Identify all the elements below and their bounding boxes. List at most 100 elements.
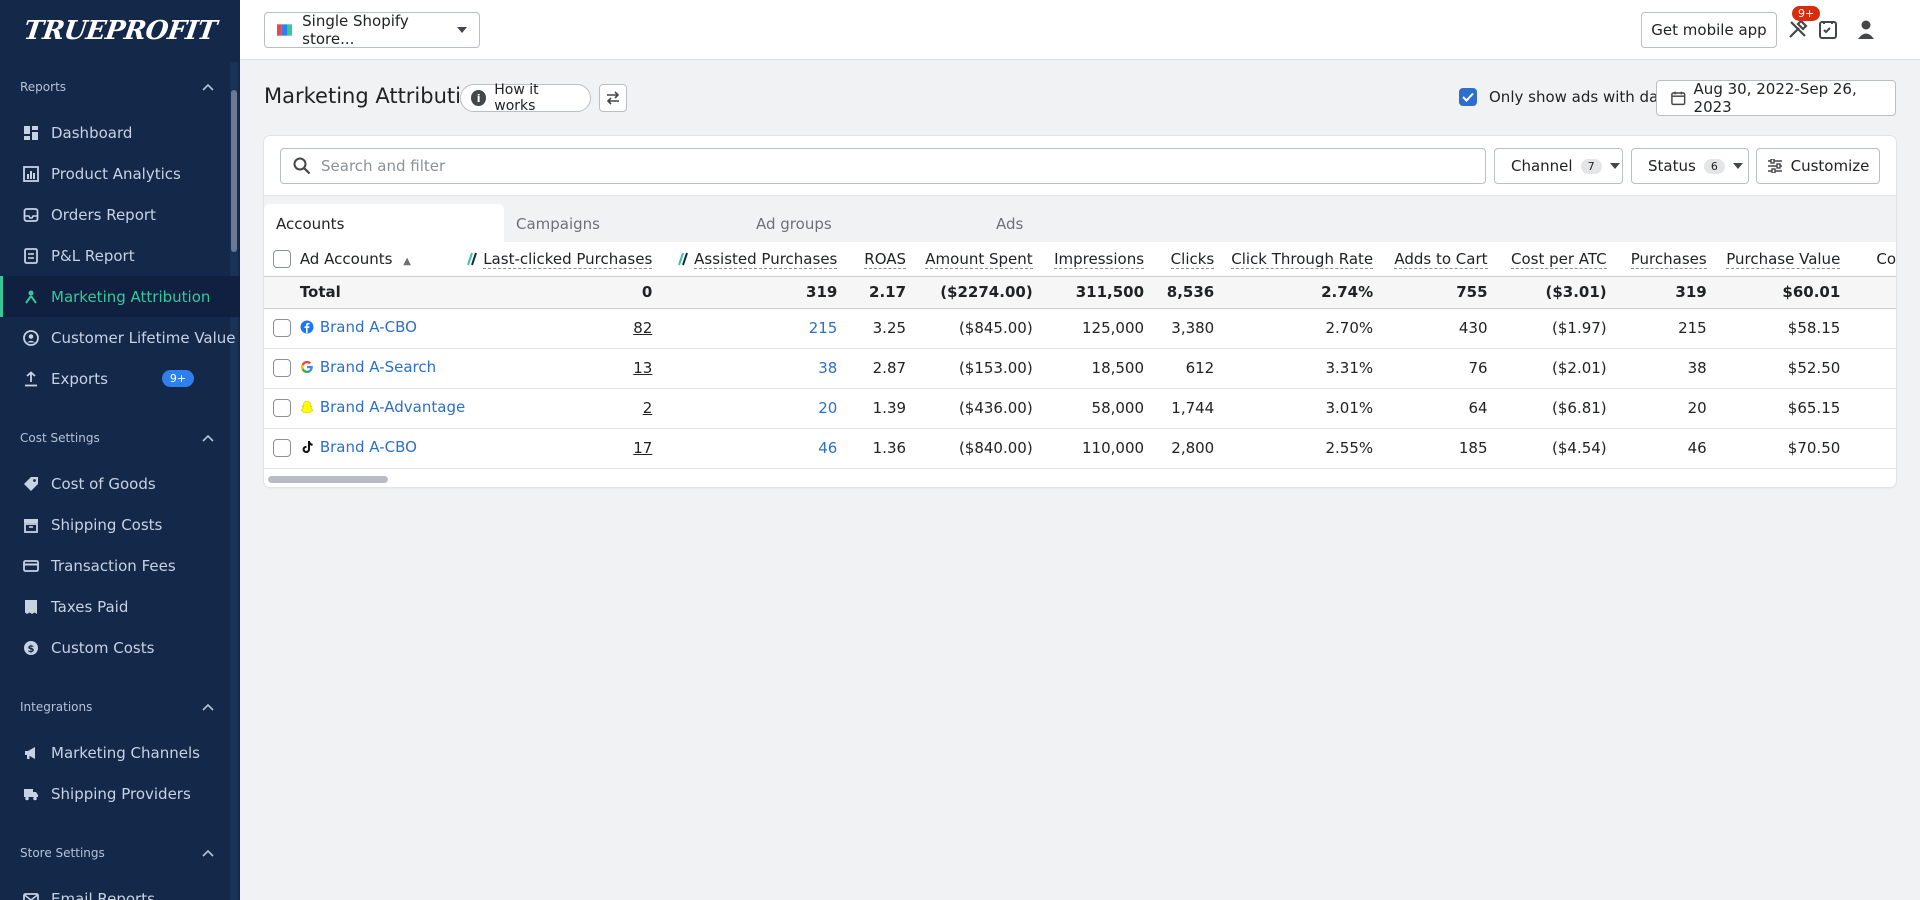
sidebar-item-exports[interactable]: Exports 9+	[0, 358, 240, 399]
section-store-settings[interactable]: Store Settings	[0, 828, 240, 878]
sidebar-item-label: Marketing Attribution	[51, 287, 211, 306]
level-tabs: Accounts Campaigns Ad groups Ads	[264, 195, 1896, 243]
header-cost-per-atc[interactable]: Cost per ATC	[1487, 242, 1607, 277]
sidebar-item-shipping-costs[interactable]: Shipping Costs	[0, 504, 240, 545]
account-link[interactable]: Brand A-Search	[300, 358, 436, 376]
how-it-works-button[interactable]: i How it works	[460, 82, 591, 114]
sidebar-item-pl-report[interactable]: P&L Report	[0, 235, 240, 276]
account-name: Brand A-Advantage	[319, 398, 466, 416]
header-select-all[interactable]	[264, 242, 300, 277]
header-roas[interactable]: ROAS	[837, 242, 907, 277]
sidebar-item-transaction-fees[interactable]: Transaction Fees	[0, 545, 240, 586]
header-purchases[interactable]: Purchases	[1606, 242, 1707, 277]
chevron-up-icon[interactable]	[202, 701, 214, 713]
section-integrations[interactable]: Integrations	[0, 682, 240, 732]
notification-badge: 9+	[1792, 6, 1821, 21]
header-label: Adds to Cart	[1394, 249, 1488, 269]
tab-accounts[interactable]: Accounts	[264, 204, 504, 243]
tab-ad-groups[interactable]: Ad groups	[756, 214, 832, 233]
account-link[interactable]: Brand A-CBO	[300, 438, 417, 456]
value-cell: $58.15	[1706, 308, 1841, 349]
header-adds-to-cart[interactable]: Adds to Cart	[1373, 242, 1488, 277]
sidebar-item-taxes-paid[interactable]: Taxes Paid	[0, 586, 240, 627]
table-row[interactable]: Brand A-CBO 82 215 3.25 ($845.00) 125,00…	[264, 308, 1896, 349]
sidebar-item-custom-costs[interactable]: $ Custom Costs	[0, 627, 240, 668]
last-clicked-link[interactable]: 2	[642, 399, 653, 417]
header-purchase-value[interactable]: Purchase Value	[1706, 242, 1841, 277]
row-checkbox[interactable]	[272, 359, 291, 378]
date-range-picker[interactable]: Aug 30, 2022-Sep 26, 2023	[1656, 80, 1896, 116]
table-horizontal-scrollbar[interactable]	[268, 476, 388, 483]
sidebar-item-product-analytics[interactable]: Product Analytics	[0, 153, 240, 194]
chevron-up-icon[interactable]	[202, 432, 214, 444]
total-label: Total	[299, 276, 466, 309]
table-row[interactable]: Brand A-Advantage 2 20 1.39 ($436.00) 58…	[264, 388, 1896, 429]
header-ad-accounts[interactable]: Ad Accounts ▲	[299, 242, 466, 277]
row-checkbox[interactable]	[272, 439, 291, 458]
table-row[interactable]: Brand A-Search 13 38 2.87 ($153.00) 18,5…	[264, 348, 1896, 389]
swap-attribution-button[interactable]	[599, 84, 627, 112]
header-clicks[interactable]: Clicks	[1144, 242, 1215, 277]
header-impressions[interactable]: Impressions	[1032, 242, 1145, 277]
sidebar-scrollbar[interactable]	[231, 90, 237, 252]
chevron-up-icon[interactable]	[202, 847, 214, 859]
sidebar-item-cost-of-goods[interactable]: Cost of Goods	[0, 463, 240, 504]
search-input[interactable]	[321, 157, 1473, 175]
atc-cell: 430	[1373, 308, 1488, 349]
cpatc-cell: ($6.81)	[1487, 388, 1607, 429]
sidebar-item-email-reports[interactable]: Email Reports	[0, 878, 240, 900]
tab-campaigns[interactable]: Campaigns	[516, 214, 601, 233]
channel-filter-label: Channel	[1511, 157, 1573, 175]
attribution-icon	[22, 288, 40, 306]
trueprofit-logo[interactable]: TRUEPROFIT	[21, 16, 219, 46]
last-clicked-link[interactable]: 82	[633, 319, 653, 337]
header-label: Click Through Rate	[1231, 249, 1374, 269]
assisted-link[interactable]: 215	[808, 319, 838, 337]
sidebar-item-marketing-channels[interactable]: Marketing Channels	[0, 732, 240, 773]
user-profile-icon[interactable]	[1854, 17, 1878, 41]
section-reports[interactable]: Reports	[0, 62, 240, 112]
header-truncated[interactable]: Co	[1840, 242, 1896, 277]
table-row[interactable]: Brand A-CBO 17 46 1.36 ($840.00) 110,000…	[264, 428, 1896, 469]
assisted-link[interactable]: 20	[818, 399, 838, 417]
get-mobile-app-button[interactable]: Get mobile app	[1641, 12, 1777, 48]
row-checkbox[interactable]	[272, 319, 291, 338]
header-label: Purchases	[1630, 249, 1707, 269]
account-name: Brand A-Search	[319, 358, 437, 376]
roas-cell: 1.39	[837, 388, 907, 429]
header-amount-spent[interactable]: Amount Spent	[906, 242, 1033, 277]
chevron-up-icon[interactable]	[202, 81, 214, 93]
search-box[interactable]	[280, 148, 1486, 184]
header-last-clicked-purchases[interactable]: Last-clicked Purchases	[465, 242, 653, 277]
sidebar-item-dashboard[interactable]: Dashboard	[0, 112, 240, 153]
header-ctr[interactable]: Click Through Rate	[1214, 242, 1374, 277]
sidebar-scroll-track[interactable]	[230, 62, 238, 900]
header-assisted-purchases[interactable]: Assisted Purchases	[652, 242, 838, 277]
customize-button[interactable]: Customize	[1756, 148, 1880, 184]
sidebar-item-orders-report[interactable]: Orders Report	[0, 194, 240, 235]
account-link[interactable]: Brand A-Advantage	[300, 398, 465, 416]
store-select[interactable]: Single Shopify store...	[264, 12, 480, 48]
row-checkbox[interactable]	[272, 399, 291, 418]
account-name: Brand A-CBO	[319, 438, 417, 456]
sidebar-item-customer-lifetime-value[interactable]: Customer Lifetime Value	[0, 317, 240, 358]
assisted-link[interactable]: 46	[818, 439, 838, 457]
section-cost-settings[interactable]: Cost Settings	[0, 413, 240, 463]
checklist-icon[interactable]	[1816, 17, 1840, 41]
tools-icon[interactable]	[1786, 17, 1810, 41]
only-show-ads-checkbox[interactable]	[1459, 88, 1477, 106]
status-filter-button[interactable]: Status 6	[1631, 148, 1749, 184]
last-clicked-link[interactable]: 17	[633, 439, 653, 457]
sort-ascending-icon[interactable]: ▲	[403, 255, 411, 267]
sidebar-item-marketing-attribution[interactable]: Marketing Attribution	[0, 276, 240, 317]
assisted-link[interactable]: 38	[818, 359, 838, 377]
channel-filter-button[interactable]: Channel 7	[1494, 148, 1623, 184]
select-all-checkbox[interactable]	[272, 250, 291, 268]
account-link[interactable]: Brand A-CBO	[300, 318, 417, 336]
tab-ads[interactable]: Ads	[996, 214, 1024, 233]
total-cell: ($3.01)	[1487, 276, 1607, 309]
only-show-ads-toggle[interactable]: Only show ads with data	[1459, 88, 1673, 106]
last-clicked-link[interactable]: 13	[633, 359, 653, 377]
clicks-cell: 2,800	[1144, 428, 1215, 469]
sidebar-item-shipping-providers[interactable]: Shipping Providers	[0, 773, 240, 814]
